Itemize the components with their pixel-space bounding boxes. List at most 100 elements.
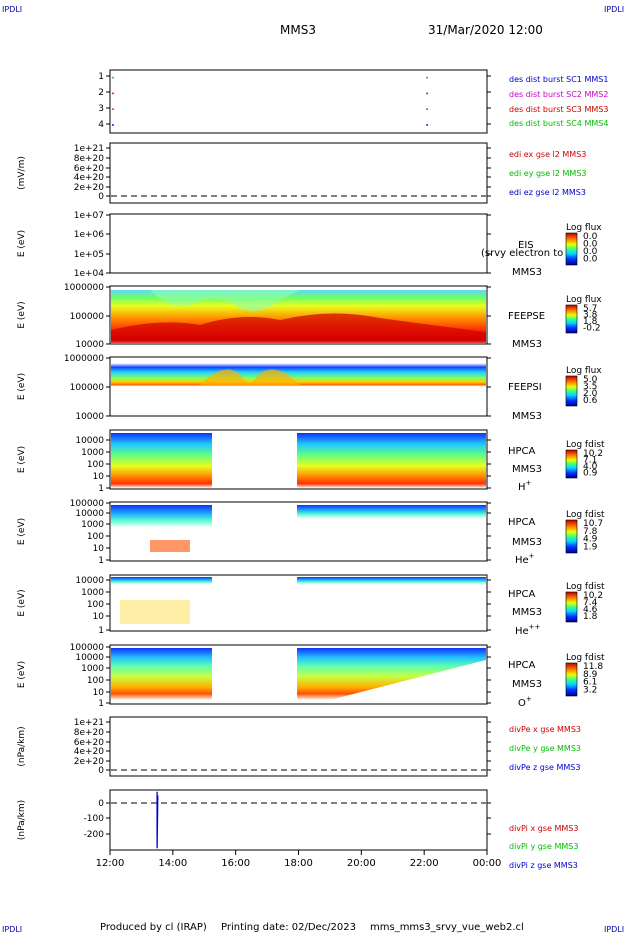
edi-ytick-label: 6e+20 (74, 164, 105, 174)
divpe-ytick-label: 4e+20 (74, 747, 105, 757)
burst-point (112, 92, 114, 95)
corner-tag-top-right: IPDLI (604, 5, 624, 14)
feeps_i-ytick-label: 10000 (75, 412, 104, 422)
hpca_he2-ytick-label: 100 (87, 600, 104, 610)
feeps_e-ytick-label: 1000000 (64, 283, 104, 293)
hpca_o-species: O+ (518, 695, 532, 709)
edi-legend-entry: edi ey gse l2 MMS3 (509, 169, 587, 178)
hpca_he-colorbar-tick: 1.9 (583, 542, 598, 552)
hpca_o-spacecraft-name: MMS3 (512, 679, 542, 690)
hpca_h-colorbar-tick: 0.9 (583, 469, 598, 479)
hpca_he2-colorbar-tick: 7.4 (583, 598, 598, 608)
divpi-legend-entry: divPi x gse MMS3 (509, 824, 578, 833)
feeps_e-ytick-label: 10000 (75, 340, 104, 350)
eis-colorbar-tick: 0.0 (583, 247, 598, 257)
hpca_he-colorbar-tick: 7.8 (583, 527, 598, 537)
hpca-o-fade-right (330, 660, 486, 700)
hpca_he2-ytick-label: 1 (98, 626, 104, 636)
feeps_e-ylabel: E (eV) (17, 301, 27, 328)
burst-point (112, 76, 114, 79)
feeps_i-colorbar-tick: 0.6 (583, 396, 598, 406)
feeps_i-ytick-label: 100000 (70, 383, 105, 393)
feeps-e-cool-arc (150, 290, 300, 312)
eis-ytick-label: 1e+05 (74, 250, 104, 260)
hpca_h-colorbar-tick: 4.0 (583, 462, 598, 472)
burst-point (426, 92, 428, 95)
burst-legend-entry: des dist burst SC3 MMS3 (509, 105, 608, 114)
hpca_he2-ytick-label: 1000 (81, 588, 104, 598)
time-tick-label: 20:00 (347, 858, 376, 869)
corner-tag-top-left: IPDLI (2, 5, 22, 14)
feeps_e-colorbar-tick: 5.7 (583, 304, 597, 314)
hpca_o-ytick-label: 100 (87, 676, 104, 686)
hpca_he-colorbar (565, 519, 578, 554)
panel-edi-frame (109, 142, 488, 204)
burst-ytick-label: 4 (98, 120, 104, 130)
header-datetime: 31/Mar/2020 12:00 (428, 23, 543, 37)
time-tick-label: 00:00 (473, 858, 502, 869)
feeps_e-colorbar (565, 304, 578, 334)
hpca_he2-colorbar (565, 591, 578, 623)
panel-eis-frame (109, 213, 488, 274)
burst-legend-entry: des dist burst SC4 MMS4 (509, 119, 608, 128)
hpca_he2-instrument-name: HPCA (508, 589, 536, 600)
feeps_e-colorbar-tick: 1.8 (583, 317, 598, 327)
divpi-z-series-line (156, 791, 159, 849)
feeps_i-spacecraft-name: MMS3 (512, 411, 542, 422)
burst-ytick-label: 3 (98, 104, 104, 114)
eis-ytick-label: 1e+06 (74, 230, 105, 240)
hpca_he-ytick-label: 100 (87, 532, 104, 542)
divpe-ytick-label: 1e+21 (74, 718, 104, 728)
hpca-he-orange-speckle (150, 540, 190, 552)
edi-ylabel: (mV/m) (17, 156, 27, 190)
divpi-legend-entry: divPi y gse MMS3 (509, 842, 578, 851)
time-tick-label: 16:00 (221, 858, 250, 869)
burst-point (426, 108, 428, 110)
panel-divpi-frame (109, 789, 488, 851)
edi-ytick-label: 8e+20 (74, 154, 105, 164)
eis-spacecraft-name: MMS3 (512, 267, 542, 278)
eis-colorbar-tick: 0.0 (583, 255, 598, 265)
hpca_h-ytick-label: 10000 (75, 436, 104, 446)
divpi-ylabel: (nPa/km) (17, 800, 27, 840)
divpi-ytick-label: -200 (84, 830, 105, 840)
hpca_o-colorbar-title: Log fdist (566, 653, 605, 663)
feeps-i-spectrogram (111, 360, 486, 400)
burst-ytick-label: 2 (98, 88, 104, 98)
feeps_e-instrument-name: FEEPSE (508, 311, 545, 322)
time-tick-label: 14:00 (158, 858, 187, 869)
hpca_o-ytick-label: 10000 (75, 653, 104, 663)
hpca_h-species: H+ (518, 479, 532, 493)
hpca_h-ytick-label: 10 (93, 472, 105, 482)
divpe-legend-entry: divPe x gse MMS3 (509, 725, 581, 734)
hpca_o-instrument-name: HPCA (508, 660, 536, 671)
divpi-ytick-label: 0 (98, 799, 104, 809)
hpca_he2-ylabel: E (eV) (17, 589, 27, 616)
hpca_he-colorbar-tick: 10.7 (583, 519, 603, 529)
eis-colorbar-tick: 0.0 (583, 232, 598, 242)
hpca_h-ytick-label: 100 (87, 460, 104, 470)
hpca_he-ytick-label: 100000 (70, 499, 105, 509)
edi-ytick-label: 1e+21 (74, 144, 104, 154)
hpca_he-spacecraft-name: MMS3 (512, 537, 542, 548)
feeps-i-orange-core (200, 369, 300, 385)
edi-ytick-label: 4e+20 (74, 173, 105, 183)
burst-point (426, 124, 428, 126)
hpca_he2-species-charge: ++ (529, 623, 541, 631)
divpe-ylabel: (nPa/km) (17, 726, 27, 766)
time-tick-label: 18:00 (284, 858, 313, 869)
eis-ytick-label: 1e+04 (74, 269, 105, 279)
time-tick-label: 22:00 (410, 858, 439, 869)
divpe-ytick-label: 0 (98, 766, 104, 776)
hpca_he-species: He+ (515, 552, 535, 566)
burst-ytick-label: 1 (98, 72, 104, 82)
eis-ytick-label: 1e+07 (74, 211, 104, 221)
burst-legend-entry: des dist burst SC2 MMS2 (509, 90, 608, 99)
hpca_he-species-charge: + (529, 552, 535, 560)
feeps_i-instrument-name: FEEPSI (508, 382, 542, 393)
edi-ytick-label: 2e+20 (74, 183, 105, 193)
hpca-h-spectrogram-left (111, 433, 212, 488)
eis-ylabel: E (eV) (17, 230, 27, 257)
hpca_o-colorbar-tick: 11.8 (583, 662, 603, 672)
feeps_e-colorbar-tick: 3.8 (583, 311, 598, 321)
